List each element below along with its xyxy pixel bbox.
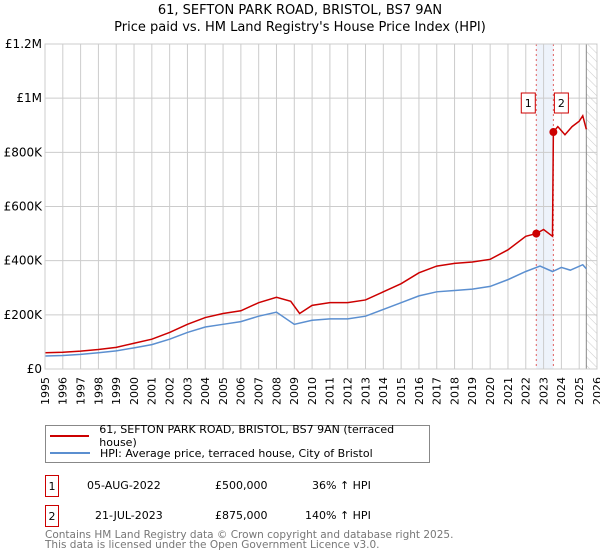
transaction-hpi: 140% ↑ HPI	[305, 509, 371, 522]
x-tick-label: 2018	[448, 377, 461, 405]
x-tick-label: 1999	[110, 377, 123, 405]
x-tick-label: 2013	[359, 377, 372, 405]
x-tick-label: 2001	[146, 377, 159, 405]
x-tick-label: 2020	[484, 377, 497, 405]
legend: 61, SEFTON PARK ROAD, BRISTOL, BS7 9AN (…	[45, 423, 430, 463]
x-tick-label: 2014	[377, 377, 390, 405]
price-chart: 1995 1996 1997 1998 1999 2000 2001 2002 2003 2004…	[4, 37, 600, 405]
x-tick-label: 2011	[324, 377, 337, 405]
x-tick-label: 2006	[235, 377, 248, 405]
x-tick-label: 2024	[555, 377, 568, 405]
x-tick-label: 2000	[128, 377, 141, 405]
x-tick-label: 2017	[431, 377, 444, 405]
x-tick-label: 2016	[413, 377, 426, 405]
x-tick-label: 2022	[520, 377, 533, 405]
x-tick-label: 2002	[163, 377, 176, 405]
sale-badge-label: 1	[525, 97, 532, 110]
x-tick-label: 1998	[92, 377, 105, 405]
legend-swatch-property	[50, 435, 90, 437]
legend-label: HPI: Average price, terraced house, City…	[100, 446, 373, 460]
x-tick-label: 1995	[39, 377, 52, 405]
y-tick-label: £400K	[4, 254, 44, 268]
transaction-badge: 2	[45, 505, 59, 527]
chart-title: 61, SEFTON PARK ROAD, BRISTOL, BS7 9AN	[157, 3, 443, 18]
sale-badge	[520, 92, 536, 114]
x-tick-label: 2009	[288, 377, 301, 405]
x-tick-label: 2021	[502, 377, 515, 405]
legend-item-hpi: HPI: Average price, terraced house, City…	[46, 445, 373, 461]
y-tick-label: £200K	[4, 308, 44, 322]
x-tick-label: 2007	[253, 377, 266, 405]
footer-licence: This data is licensed under the Open Gov…	[45, 539, 380, 551]
transaction-row: 2 21-JUL-2023 £875,000 140% ↑ HPI	[45, 505, 465, 527]
transaction-price: £875,000	[215, 509, 268, 522]
footer: Contains HM Land Registry data © Crown c…	[45, 529, 454, 551]
x-tick-label: 2023	[537, 377, 550, 405]
sale-point	[532, 229, 541, 238]
y-tick-label: £0	[27, 362, 42, 376]
y-tick-label: £1.2M	[5, 37, 42, 51]
y-tick-label: £600K	[4, 200, 44, 214]
x-tick-label: 2026	[591, 377, 600, 405]
x-tick-label: 2010	[306, 377, 319, 405]
transaction-price: £500,000	[215, 479, 268, 492]
x-tick-label: 2015	[395, 377, 408, 405]
transaction-date: 21-JUL-2023	[95, 509, 163, 522]
chart-subtitle: Price paid vs. HM Land Registry's House …	[114, 20, 486, 35]
x-tick-label: 2008	[270, 377, 283, 405]
transaction-date: 05-AUG-2022	[87, 479, 161, 492]
property-price-line	[44, 113, 588, 354]
sale-badge-label: 2	[558, 97, 565, 110]
x-tick-label: 2005	[217, 377, 230, 405]
x-tick-label: 2003	[181, 377, 194, 405]
footer-copyright: Contains HM Land Registry data © Crown c…	[45, 529, 454, 541]
legend-label: 61, SEFTON PARK ROAD, BRISTOL, BS7 9AN (…	[99, 423, 395, 449]
x-tick-label: 2025	[573, 377, 586, 405]
x-tick-label: 1996	[57, 377, 70, 405]
legend-swatch-hpi	[50, 452, 90, 454]
x-tick-label: 2019	[466, 377, 479, 405]
sale-badge	[553, 92, 569, 114]
hpi-line	[44, 263, 587, 357]
y-tick-label: £800K	[4, 145, 44, 159]
x-tick-label: 2004	[199, 377, 212, 405]
y-tick-label: £1M	[16, 91, 42, 105]
legend-item-property: 61, SEFTON PARK ROAD, BRISTOL, BS7 9AN (…	[46, 423, 429, 449]
transaction-hpi: 36% ↑ HPI	[312, 479, 371, 492]
plot-border	[44, 43, 598, 370]
transaction-row: 1 05-AUG-2022 £500,000 36% ↑ HPI	[45, 475, 465, 497]
transaction-badge: 1	[45, 475, 59, 497]
x-tick-label: 2012	[342, 377, 355, 405]
sale-point	[549, 128, 558, 137]
x-tick-label: 1997	[74, 377, 87, 405]
